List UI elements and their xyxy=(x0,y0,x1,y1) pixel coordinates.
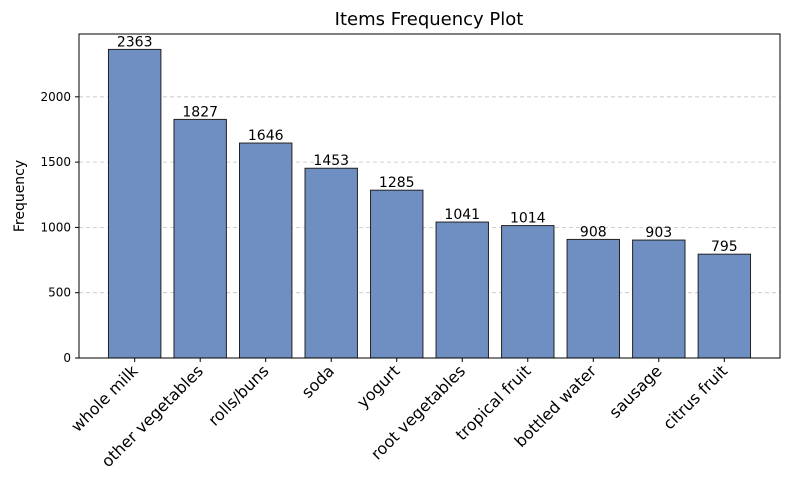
y-tick-label: 0 xyxy=(63,351,71,365)
value-label: 1646 xyxy=(248,128,284,144)
bar xyxy=(370,189,424,359)
y-tick-label: 2000 xyxy=(40,90,71,104)
x-tick-label: rolls/buns xyxy=(204,361,272,429)
value-label: 795 xyxy=(711,239,738,255)
bar xyxy=(632,239,686,359)
value-label: 903 xyxy=(645,225,672,241)
y-tick-label: 500 xyxy=(48,286,71,300)
y-tick-label: 1500 xyxy=(40,155,71,169)
value-label: 1827 xyxy=(182,104,218,120)
bar xyxy=(239,142,293,359)
x-tick-label: soda xyxy=(298,361,338,401)
value-label: 908 xyxy=(580,224,607,240)
chart-title: Items Frequency Plot xyxy=(335,9,524,30)
value-label: 1453 xyxy=(313,153,349,169)
bar xyxy=(435,221,489,359)
bar xyxy=(501,225,555,359)
bar xyxy=(566,238,620,359)
plot-frame xyxy=(78,33,781,359)
y-axis-label: Frequency xyxy=(12,160,28,232)
bar xyxy=(697,253,752,359)
x-tick-label: sausage xyxy=(605,361,665,421)
bar xyxy=(304,167,358,359)
value-label: 1041 xyxy=(444,207,480,223)
x-tick-label: citrus fruit xyxy=(659,361,731,433)
value-label: 1014 xyxy=(510,211,546,227)
value-label: 2363 xyxy=(117,34,153,50)
y-tick-label: 1000 xyxy=(40,220,71,234)
bar xyxy=(173,118,227,359)
x-tick-label: yogurt xyxy=(353,361,403,411)
value-label: 1285 xyxy=(379,175,415,191)
bar xyxy=(107,48,162,359)
